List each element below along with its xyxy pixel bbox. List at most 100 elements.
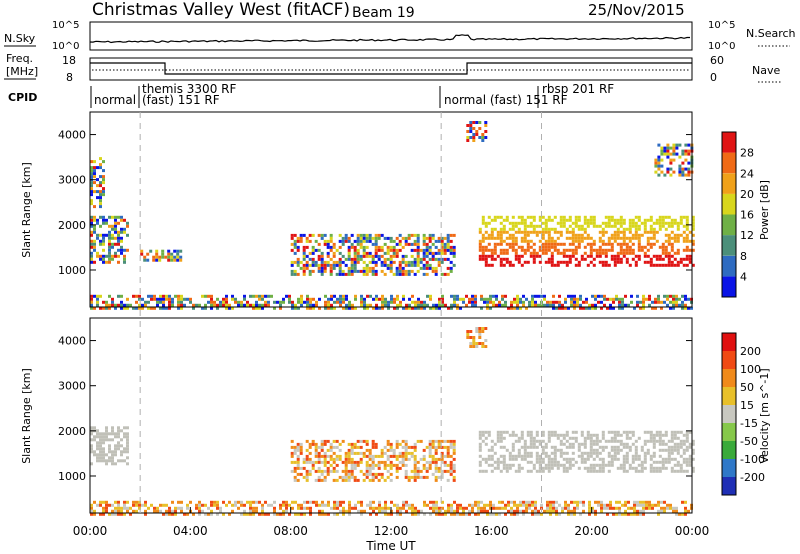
scatter-cell: [481, 457, 485, 461]
scatter-cell: [216, 503, 219, 507]
scatter-cell: [502, 227, 506, 231]
scatter-cell: [216, 297, 219, 301]
scatter-cell: [177, 306, 180, 310]
scatter-cell: [386, 469, 390, 473]
scatter-cell: [474, 503, 477, 507]
scatter-cell: [649, 433, 653, 437]
scatter-cell: [123, 426, 126, 430]
scatter-cell: [529, 442, 533, 446]
scatter-cell: [613, 260, 617, 264]
scatter-cell: [621, 512, 624, 516]
scatter-cell: [600, 503, 603, 507]
scatter-cell: [446, 242, 450, 246]
scatter-cell: [329, 463, 333, 467]
scatter-cell: [449, 248, 453, 252]
scatter-cell: [505, 469, 509, 473]
scatter-cell: [222, 500, 225, 504]
scatter-cell: [395, 469, 399, 473]
scatter-cell: [685, 430, 689, 434]
scatter-cell: [487, 430, 491, 434]
scatter-cell: [302, 460, 306, 464]
scatter-cell: [595, 454, 599, 458]
scatter-cell: [425, 245, 429, 249]
scatter-cell: [323, 239, 327, 243]
scatter-cell: [398, 460, 402, 464]
scatter-cell: [628, 430, 632, 434]
cpid-segment-3-label: normal (fast) 151 RF: [444, 93, 568, 107]
scatter-cell: [306, 303, 309, 307]
scatter-cell: [108, 254, 111, 258]
scatter-cell: [571, 233, 575, 237]
scatter-cell: [365, 254, 369, 258]
scatter-cell: [630, 506, 633, 510]
scatter-cell: [198, 500, 201, 504]
scatter-cell: [682, 460, 686, 464]
scatter-cell: [408, 503, 411, 507]
scatter-cell: [601, 469, 605, 473]
scatter-cell: [314, 460, 318, 464]
scatter-cell: [306, 294, 309, 298]
scatter-cell: [102, 215, 105, 219]
scatter-cell: [577, 442, 581, 446]
scatter-cell: [428, 448, 432, 452]
scatter-cell: [324, 306, 327, 310]
scatter-cell: [147, 294, 150, 298]
scatter-cell: [380, 233, 384, 237]
scatter-cell: [549, 503, 552, 507]
scatter-cell: [649, 224, 653, 228]
scatter-cell: [410, 269, 414, 273]
scatter-cell: [660, 300, 663, 304]
scatter-cell: [489, 306, 492, 310]
scatter-cell: [640, 248, 644, 252]
scatter-cell: [589, 260, 593, 264]
scatter-cell: [449, 269, 453, 273]
scatter-cell: [386, 442, 390, 446]
scatter-cell: [422, 272, 426, 276]
scatter-cell: [162, 306, 165, 310]
scatter-cell: [462, 509, 465, 513]
scatter-cell: [126, 509, 129, 513]
scatter-cell: [553, 454, 557, 458]
scatter-cell: [676, 260, 680, 264]
scatter-cell: [299, 239, 303, 243]
scatter-cell: [552, 303, 555, 307]
scatter-cell: [324, 512, 327, 516]
scatter-cell: [398, 239, 402, 243]
scatter-cell: [389, 245, 393, 249]
scatter-cell: [290, 260, 294, 264]
scatter-cell: [663, 152, 667, 156]
scatter-cell: [350, 445, 354, 449]
scatter-cell: [315, 300, 318, 304]
scatter-cell: [483, 509, 486, 513]
scatter-cell: [186, 297, 189, 301]
scatter-cell: [657, 300, 660, 304]
scatter-cell: [320, 236, 324, 240]
scatter-cell: [407, 475, 411, 479]
scatter-cell: [565, 451, 569, 455]
scatter-cell: [326, 469, 330, 473]
scatter-cell: [123, 227, 126, 231]
scatter-cell: [474, 294, 477, 298]
scatter-cell: [342, 294, 345, 298]
scatter-cell: [390, 294, 393, 298]
scatter-cell: [387, 512, 390, 516]
scatter-cell: [431, 457, 435, 461]
scatter-cell: [501, 500, 504, 504]
scatter-cell: [498, 512, 501, 516]
scatter-cell: [487, 263, 491, 267]
scatter-cell: [568, 260, 572, 264]
scatter-cell: [586, 454, 590, 458]
scatter-cell: [553, 215, 557, 219]
scatter-cell: [353, 463, 357, 467]
scatter-cell: [487, 248, 491, 252]
scatter-cell: [580, 442, 584, 446]
scatter-cell: [90, 193, 93, 197]
scatter-cell: [538, 439, 542, 443]
scatter-cell: [404, 442, 408, 446]
scatter-cell: [141, 297, 144, 301]
scatter-cell: [387, 306, 390, 310]
scatter-cell: [369, 500, 372, 504]
scatter-cell: [589, 245, 593, 249]
colorbar-tick-label: 200: [740, 345, 761, 358]
scatter-cell: [679, 221, 683, 225]
